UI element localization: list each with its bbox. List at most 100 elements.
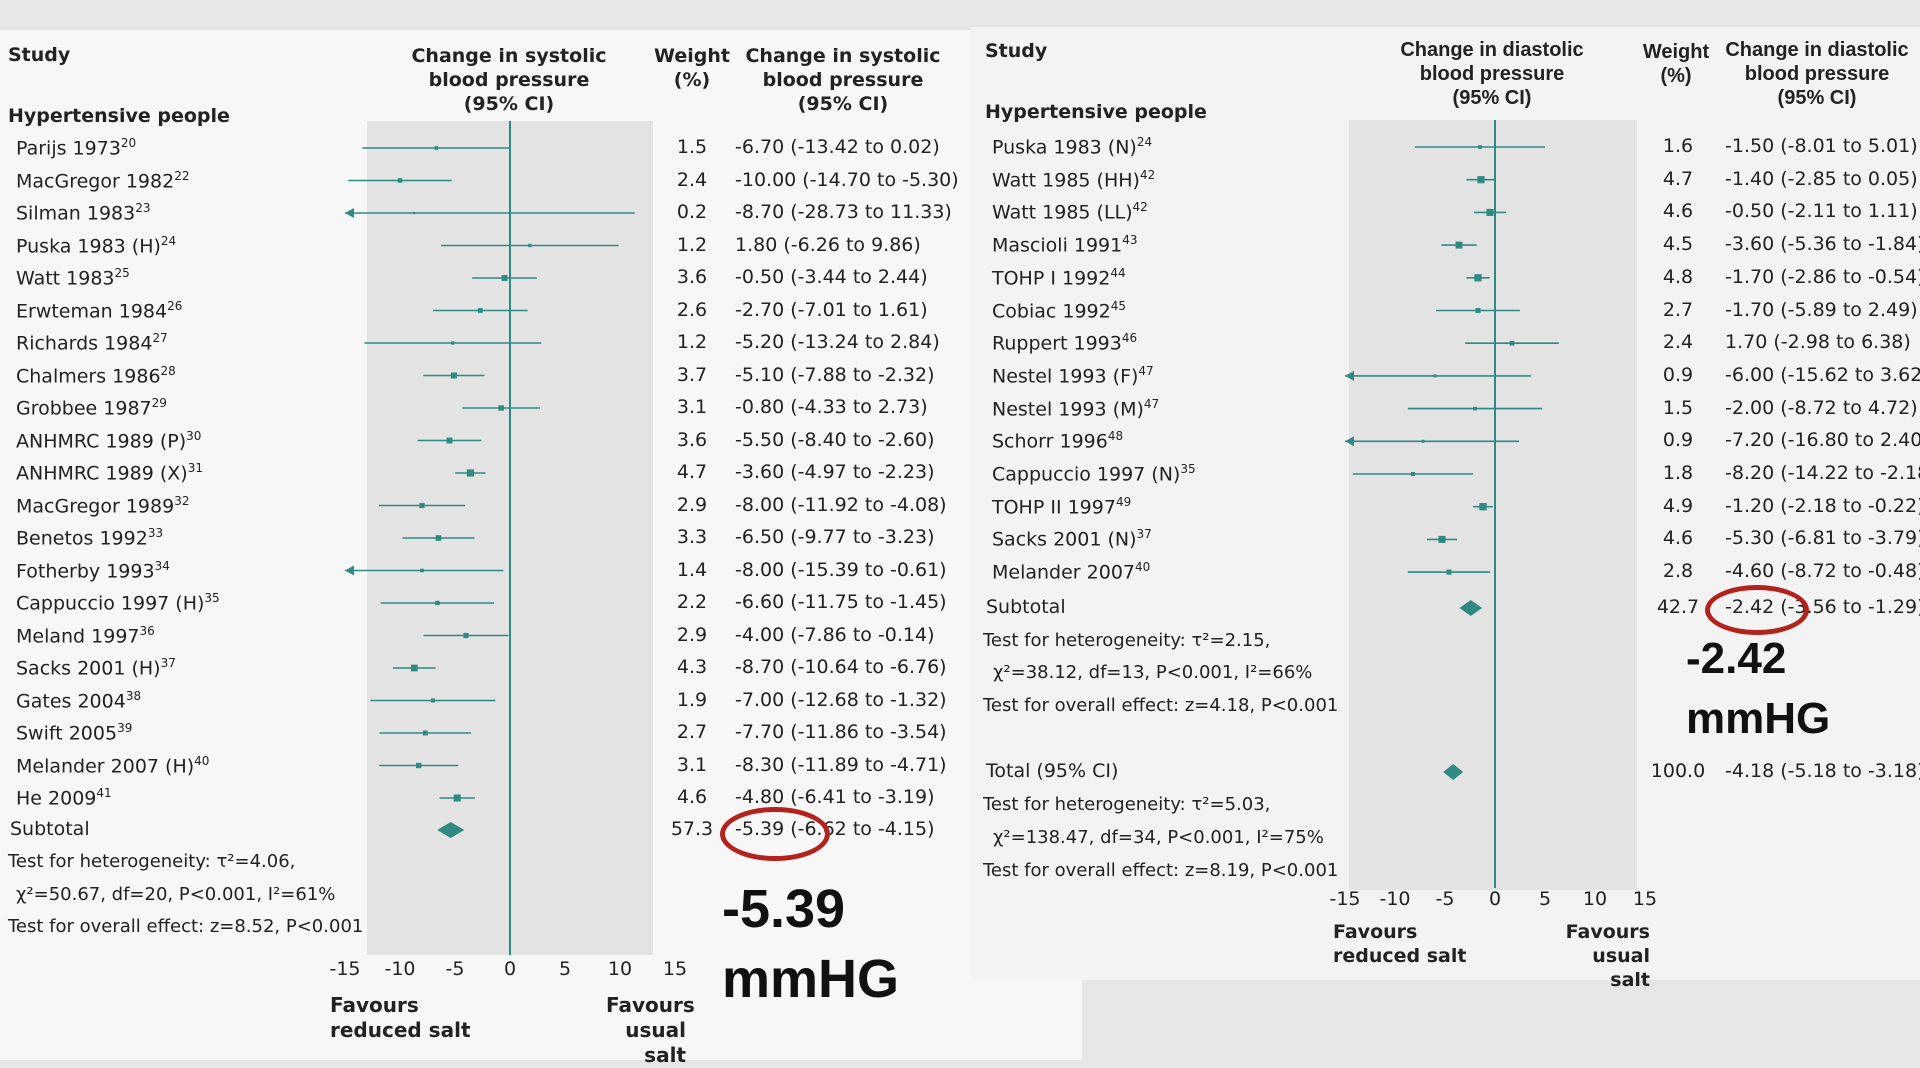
study-name-text: Cappuccio 1997 (H) <box>16 592 205 615</box>
study-reference: 29 <box>151 396 167 410</box>
systolic-subtotal-diamond <box>437 822 465 838</box>
systolic-study-weight: 3.7 <box>676 363 708 386</box>
systolic-point-estimate <box>528 243 532 248</box>
study-name-text: Sacks 2001 (H) <box>16 657 161 680</box>
systolic-point-estimate <box>422 730 428 736</box>
systolic-ci-arrow <box>345 208 354 218</box>
diastolic-study-name: Cappuccio 1997 (N)35 <box>992 462 1196 485</box>
diastolic-point-estimate <box>1438 535 1446 543</box>
diastolic-study-weight: 2.4 <box>1662 331 1694 354</box>
diastolic-group-label: Hypertensive people <box>985 101 1207 123</box>
systolic-study-weight: 3.3 <box>676 526 708 548</box>
diastolic-study-name: Watt 1985 (HH)42 <box>992 168 1155 191</box>
study-name-text: MacGregor 1982 <box>16 169 175 192</box>
diastolic-point-estimate <box>1478 145 1482 149</box>
diastolic-study-name: TOHP I 199244 <box>992 266 1126 289</box>
systolic-study-weight: 3.1 <box>676 396 708 418</box>
diastolic-study-ci: -3.60 (-5.36 to -1.84) <box>1725 233 1920 256</box>
study-name-text: Schorr 1996 <box>992 430 1108 453</box>
study-name-text: Grobbee 1987 <box>16 397 152 420</box>
systolic-study-weight: 2.4 <box>676 168 708 191</box>
systolic-study-weight: 3.6 <box>676 428 708 451</box>
diastolic-study-weight: 2.7 <box>1662 298 1694 321</box>
study-name-text: Nestel 1993 (F) <box>992 365 1139 388</box>
systolic-heterogeneity-line1: Test for heterogeneity: τ²=4.06, <box>8 851 296 872</box>
study-name-text: ANHMRC 1989 (P) <box>16 429 187 452</box>
systolic-weight-header: Weight (%) <box>654 45 730 91</box>
systolic-study-ci: -4.80 (-6.41 to -3.19) <box>735 786 935 808</box>
systolic-study-name: ANHMRC 1989 (X)31 <box>16 461 203 484</box>
study-name-text: MacGregor 1989 <box>16 494 175 517</box>
diastolic-study-ci: -6.00 (-15.62 to 3.62) <box>1725 363 1920 386</box>
systolic-point-estimate <box>435 600 440 606</box>
study-name-text: Erwteman 1984 <box>16 299 168 322</box>
study-reference: 22 <box>174 168 190 183</box>
diastolic-study-weight: 2.8 <box>1662 560 1694 583</box>
systolic-study-weight: 2.2 <box>676 591 708 613</box>
systolic-tick-label: -15 <box>329 958 361 980</box>
systolic-study-name: Meland 199736 <box>16 624 155 647</box>
diastolic-annotation-value: -2.42 <box>1686 634 1787 683</box>
diastolic-overall-effect: Test for overall effect: z=4.18, P<0.001 <box>983 695 1339 716</box>
study-reference: 42 <box>1139 167 1156 182</box>
study-reference: 25 <box>114 266 130 280</box>
diastolic-study-ci: -1.40 (-2.85 to 0.05) <box>1725 167 1918 190</box>
systolic-study-weight: 2.9 <box>676 493 708 516</box>
study-reference: 30 <box>186 428 202 443</box>
systolic-favours-left: Favours reduced salt <box>330 993 471 1042</box>
systolic-study-ci: -6.70 (-13.42 to 0.02) <box>735 136 940 158</box>
diastolic-point-estimate <box>1475 308 1481 313</box>
systolic-study-name: MacGregor 198222 <box>16 169 189 192</box>
study-name-text: Benetos 1992 <box>16 527 148 550</box>
systolic-study-name: ANHMRC 1989 (P)30 <box>16 429 201 452</box>
systolic-study-name: Puska 1983 (H)24 <box>16 234 176 257</box>
diastolic-tick-label: 5 <box>1538 888 1552 910</box>
systolic-study-ci: -0.50 (-3.44 to 2.44) <box>735 266 928 288</box>
diastolic-study-ci: -0.50 (-2.11 to 1.11) <box>1725 200 1918 223</box>
systolic-study-weight: 2.6 <box>676 298 708 321</box>
diastolic-study-name: Puska 1983 (N)24 <box>992 135 1152 158</box>
systolic-study-name: Cappuccio 1997 (H)35 <box>16 591 220 614</box>
systolic-overall-effect: Test for overall effect: z=8.52, P<0.001 <box>8 916 364 937</box>
study-reference: 49 <box>1115 494 1132 509</box>
systolic-study-name: MacGregor 198932 <box>16 494 189 517</box>
diastolic-study-ci: -1.50 (-8.01 to 5.01) <box>1725 135 1918 157</box>
study-name-text: Richards 1984 <box>16 332 153 355</box>
systolic-study-ci: -3.60 (-4.97 to -2.23) <box>735 461 935 483</box>
systolic-study-name: Melander 2007 (H)40 <box>16 754 209 777</box>
systolic-study-name: Erwteman 198426 <box>16 299 182 322</box>
diastolic-ci-header: Change in diastolic blood pressure (95% … <box>1725 39 1909 109</box>
study-name-text: TOHP I 1992 <box>992 267 1111 290</box>
study-reference: 31 <box>187 461 203 475</box>
study-reference: 47 <box>1143 396 1160 411</box>
study-reference: 26 <box>167 298 183 313</box>
study-name-text: Swift 2005 <box>16 722 118 745</box>
study-name-text: Ruppert 1993 <box>992 332 1122 355</box>
systolic-point-estimate <box>413 211 416 215</box>
diastolic-study-ci: -1.70 (-2.86 to -0.54) <box>1725 265 1920 288</box>
systolic-point-estimate <box>419 502 425 509</box>
diastolic-total-ci: -4.18 (-5.18 to -3.18) <box>1725 760 1920 782</box>
systolic-point-estimate <box>434 146 439 150</box>
systolic-study-weight: 1.2 <box>676 331 708 353</box>
systolic-effect-header: Change in systolic blood pressure (95% C… <box>411 45 607 115</box>
study-name-text: Cobiac 1992 <box>992 299 1111 322</box>
systolic-group-label: Hypertensive people <box>8 105 230 127</box>
systolic-study-ci: -7.70 (-11.86 to -3.54) <box>735 721 947 743</box>
systolic-study-ci: -5.10 (-7.88 to -2.32) <box>735 363 935 386</box>
diastolic-tick-label: 0 <box>1488 888 1502 910</box>
systolic-point-estimate <box>453 794 461 802</box>
study-reference: 46 <box>1121 331 1138 346</box>
systolic-annotation-value: -5.39 <box>722 879 846 939</box>
study-reference: 35 <box>204 591 220 605</box>
systolic-study-weight: 4.3 <box>676 656 708 678</box>
study-name-text: Mascioli 1991 <box>992 234 1123 257</box>
diastolic-heterogeneity-line2: χ²=38.12, df=13, P<0.001, I²=66% <box>993 662 1313 683</box>
systolic-study-weight: 3.1 <box>676 753 708 776</box>
diastolic-study-weight: 4.5 <box>1662 233 1694 256</box>
systolic-study-ci: -6.60 (-11.75 to -1.45) <box>735 591 947 613</box>
diastolic-study-ci: -5.30 (-6.81 to -3.79) <box>1725 527 1920 550</box>
diastolic-point-estimate <box>1433 374 1437 378</box>
diastolic-study-name: TOHP II 199749 <box>992 495 1131 518</box>
systolic-study-weight: 1.5 <box>676 136 708 158</box>
